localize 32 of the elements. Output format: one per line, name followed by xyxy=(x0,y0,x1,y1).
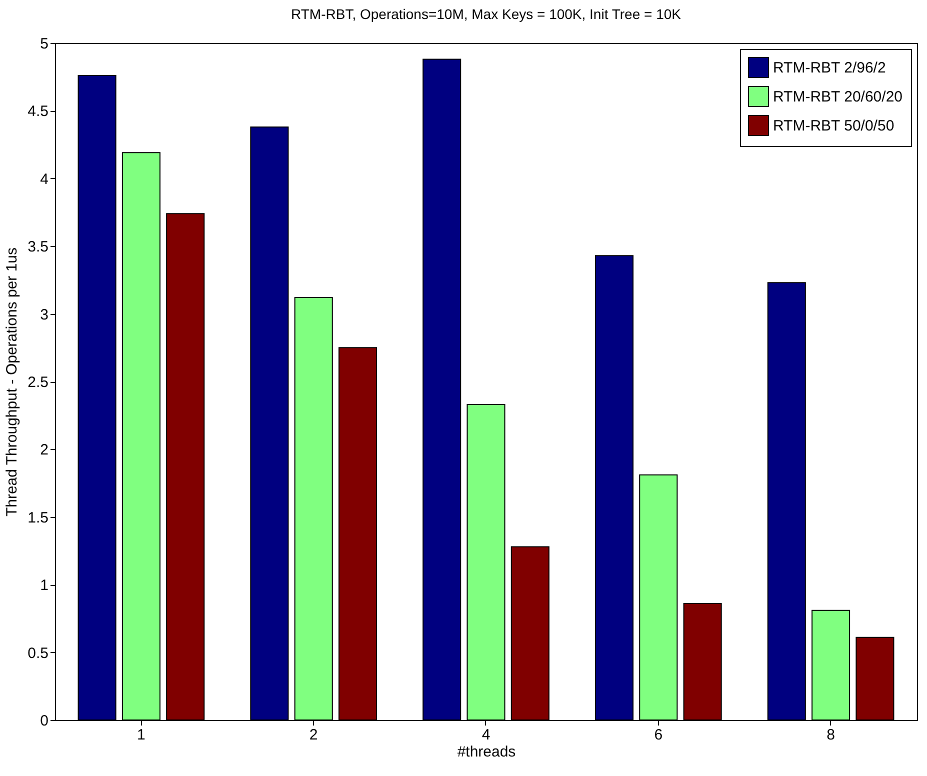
bar xyxy=(250,126,289,720)
chart-title: RTM-RBT, Operations=10M, Max Keys = 100K, Init Tree = 10K xyxy=(291,6,682,22)
x-tick-label: 2 xyxy=(309,726,318,744)
bar xyxy=(422,58,462,720)
x-axis-title: #threads xyxy=(457,744,516,760)
y-tick-label: 0 xyxy=(40,712,48,730)
legend-label: RTM-RBT 2/96/2 xyxy=(773,60,886,76)
bar xyxy=(767,282,806,720)
x-tick-label: 4 xyxy=(482,726,490,744)
y-tick-label: 4.5 xyxy=(28,103,48,120)
y-tick-label: 1.5 xyxy=(28,509,48,526)
y-tick-label: 2.5 xyxy=(28,374,48,391)
y-tick-label: 2 xyxy=(40,442,48,459)
bar xyxy=(510,546,550,720)
y-tick-label: 0.5 xyxy=(28,644,48,662)
y-tick-label: 5 xyxy=(40,36,48,52)
y-tick-label: 1 xyxy=(40,577,48,594)
bar xyxy=(856,636,894,720)
y-axis-title: Thread Throughput - Operations per 1us xyxy=(4,247,21,517)
bar xyxy=(166,213,205,720)
bar xyxy=(594,255,634,720)
legend-label: RTM-RBT 50/0/50 xyxy=(773,118,894,134)
x-tick-label: 8 xyxy=(826,726,835,744)
legend-label: RTM-RBT 20/60/20 xyxy=(773,88,902,106)
bar xyxy=(78,74,116,720)
y-tick-label: 4 xyxy=(40,170,48,188)
y-tick-label: 3.5 xyxy=(28,238,48,256)
bar xyxy=(338,347,378,720)
x-tick-label: 1 xyxy=(137,726,146,744)
x-tick-label: 6 xyxy=(654,726,663,744)
bar xyxy=(683,603,722,720)
y-tick-label: 3 xyxy=(40,306,48,324)
